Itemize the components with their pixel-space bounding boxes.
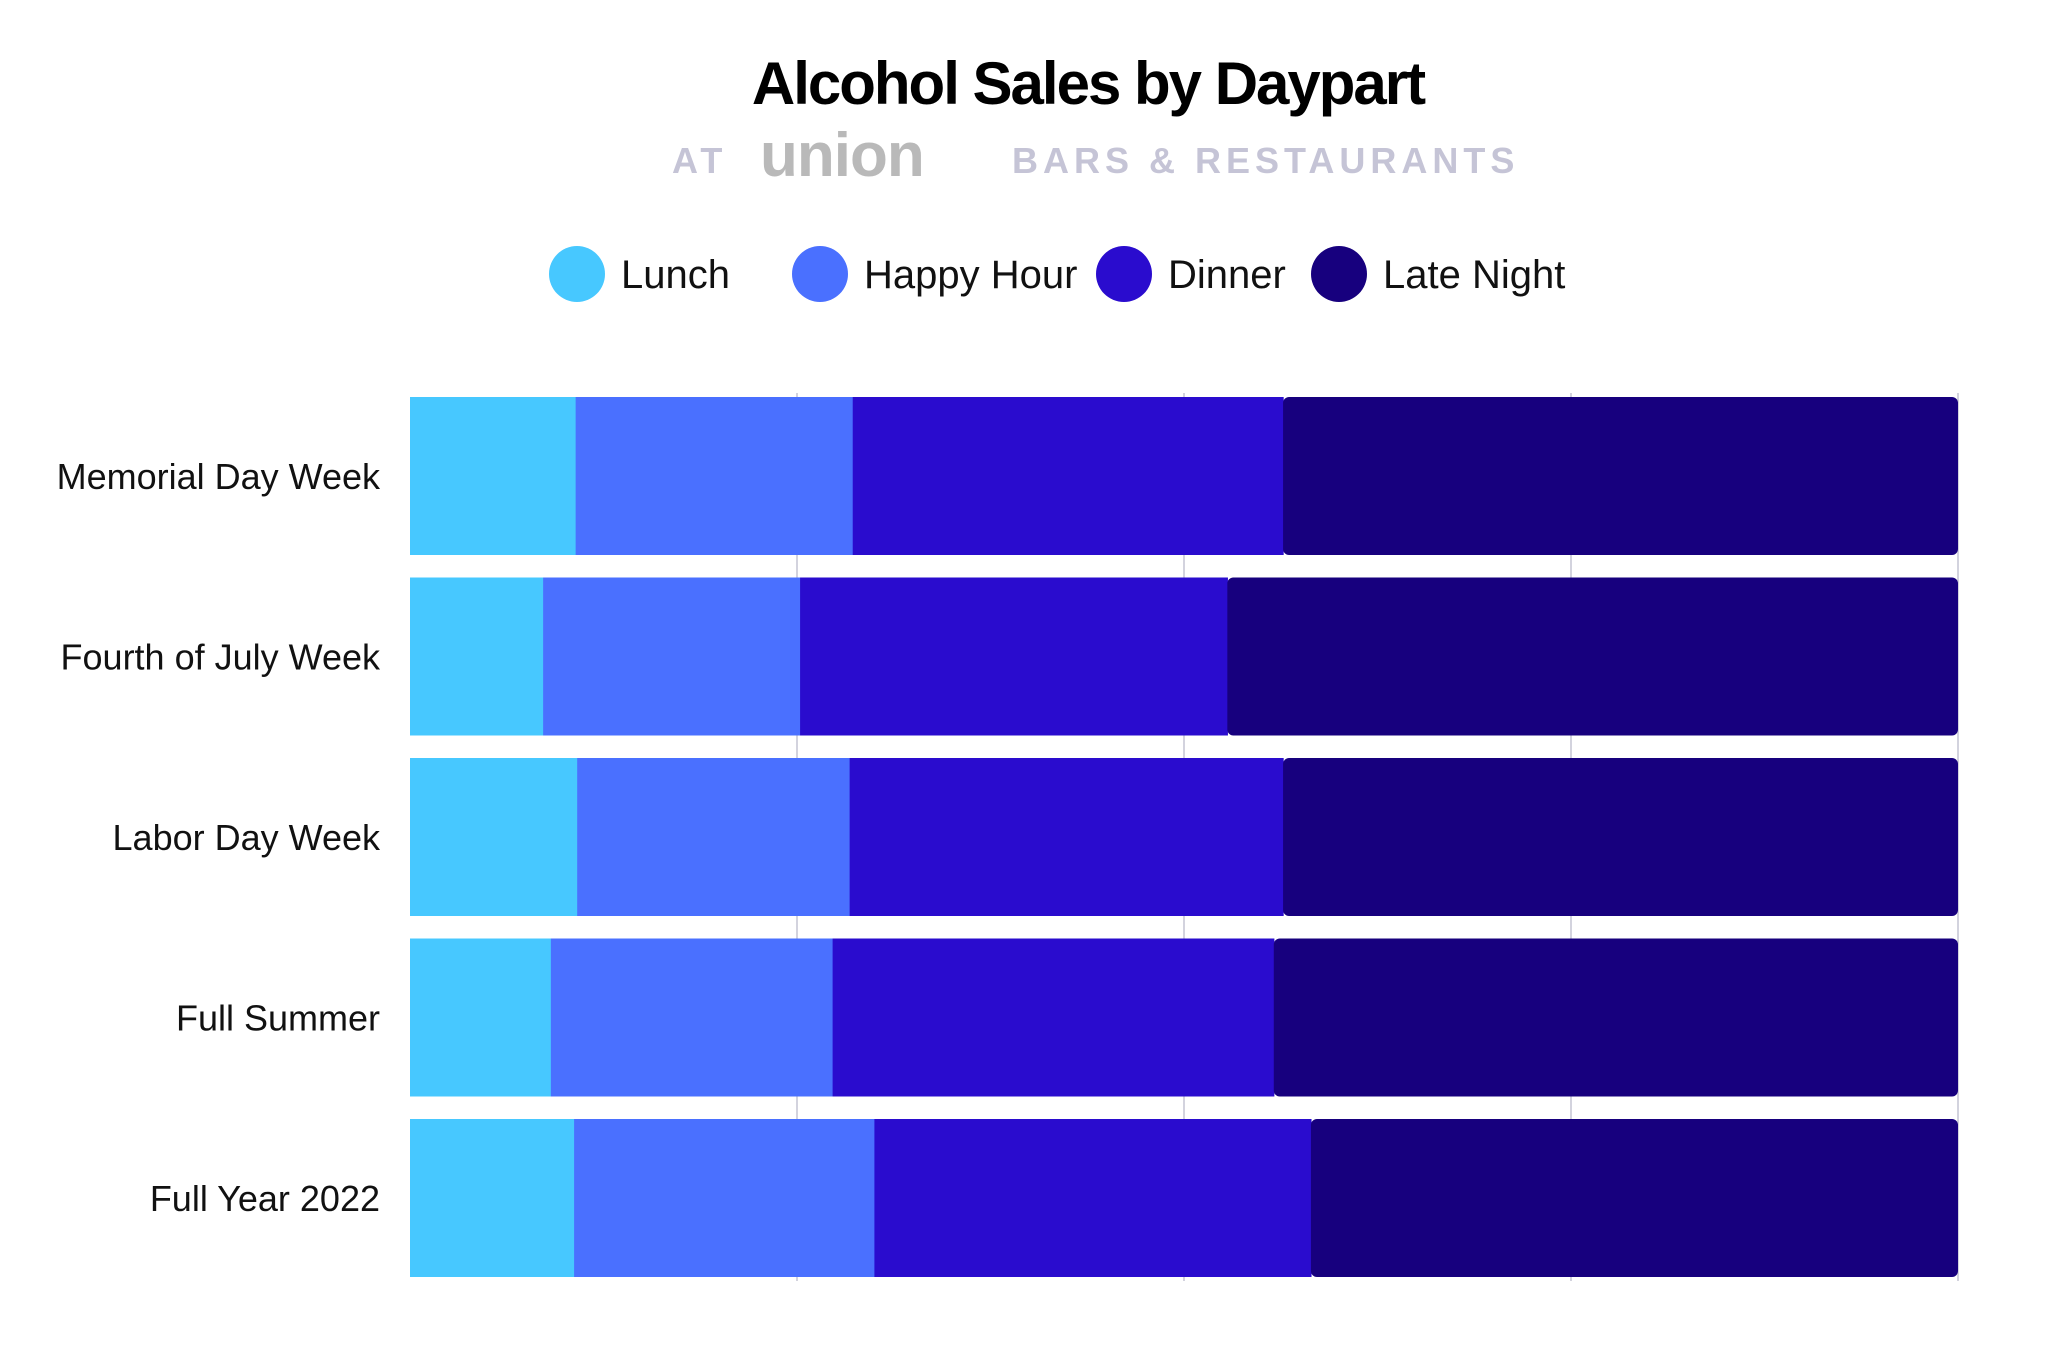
subtitle-suffix: BARS & RESTAURANTS: [1012, 140, 1519, 181]
legend-swatch-lunch: [549, 246, 605, 302]
bar-full-year-2022-happy-hour: [574, 1119, 875, 1277]
legend-swatch-dinner: [1096, 246, 1152, 302]
bar-fourth-of-july-week-dinner: [800, 577, 1228, 736]
legend-label-happy-hour: Happy Hour: [864, 253, 1077, 297]
bar-row-memorial-day-week: [410, 397, 1958, 555]
category-label-memorial-day-week: Memorial Day Week: [57, 456, 381, 497]
bar-fourth-of-july-week-lunch: [410, 577, 544, 736]
category-label-fourth-of-july-week: Fourth of July Week: [61, 637, 381, 678]
bar-fourth-of-july-week-late-night: [1227, 577, 1958, 736]
bar-labor-day-week-lunch: [410, 758, 578, 916]
bar-full-year-2022-dinner: [874, 1119, 1312, 1277]
union-logo: union: [760, 121, 924, 190]
legend-label-late-night: Late Night: [1383, 253, 1565, 297]
bar-memorial-day-week-dinner: [852, 397, 1284, 555]
chart-title: Alcohol Sales by Daypart: [752, 50, 1426, 117]
bar-full-summer-dinner: [832, 938, 1275, 1097]
legend-label-lunch: Lunch: [621, 253, 730, 297]
bar-full-year-2022-late-night: [1310, 1119, 1958, 1277]
category-label-labor-day-week: Labor Day Week: [113, 817, 381, 858]
bar-full-year-2022-lunch: [410, 1119, 575, 1277]
category-label-full-year-2022: Full Year 2022: [150, 1178, 380, 1219]
chart-subtitle: AT union BARS & RESTAURANTS: [672, 121, 1519, 190]
bar-labor-day-week-happy-hour: [577, 758, 851, 916]
bar-labor-day-week-late-night: [1283, 758, 1958, 916]
legend-label-dinner: Dinner: [1168, 253, 1286, 297]
bar-full-summer-late-night: [1273, 938, 1958, 1097]
bar-memorial-day-week-late-night: [1283, 397, 1958, 555]
legend-swatch-happy-hour: [792, 246, 848, 302]
bar-fourth-of-july-week-happy-hour: [543, 577, 801, 736]
bar-full-summer-lunch: [410, 938, 552, 1097]
bar-labor-day-week-dinner: [849, 758, 1284, 916]
bar-full-summer-happy-hour: [550, 938, 834, 1097]
legend: Lunch Happy Hour Dinner Late Night: [549, 246, 1565, 302]
category-label-full-summer: Full Summer: [176, 998, 380, 1039]
bar-memorial-day-week-lunch: [410, 397, 577, 555]
bar-row-labor-day-week: [410, 758, 1958, 916]
bar-memorial-day-week-happy-hour: [575, 397, 854, 555]
bar-row-fourth-of-july-week: [410, 577, 1958, 736]
bars: [410, 397, 1958, 1277]
category-labels: Memorial Day Week Fourth of July Week Labo…: [57, 456, 381, 1219]
subtitle-prefix: AT: [672, 140, 727, 181]
bar-row-full-year-2022: [410, 1119, 1958, 1277]
legend-swatch-late-night: [1311, 246, 1367, 302]
bar-row-full-summer: [410, 938, 1958, 1097]
